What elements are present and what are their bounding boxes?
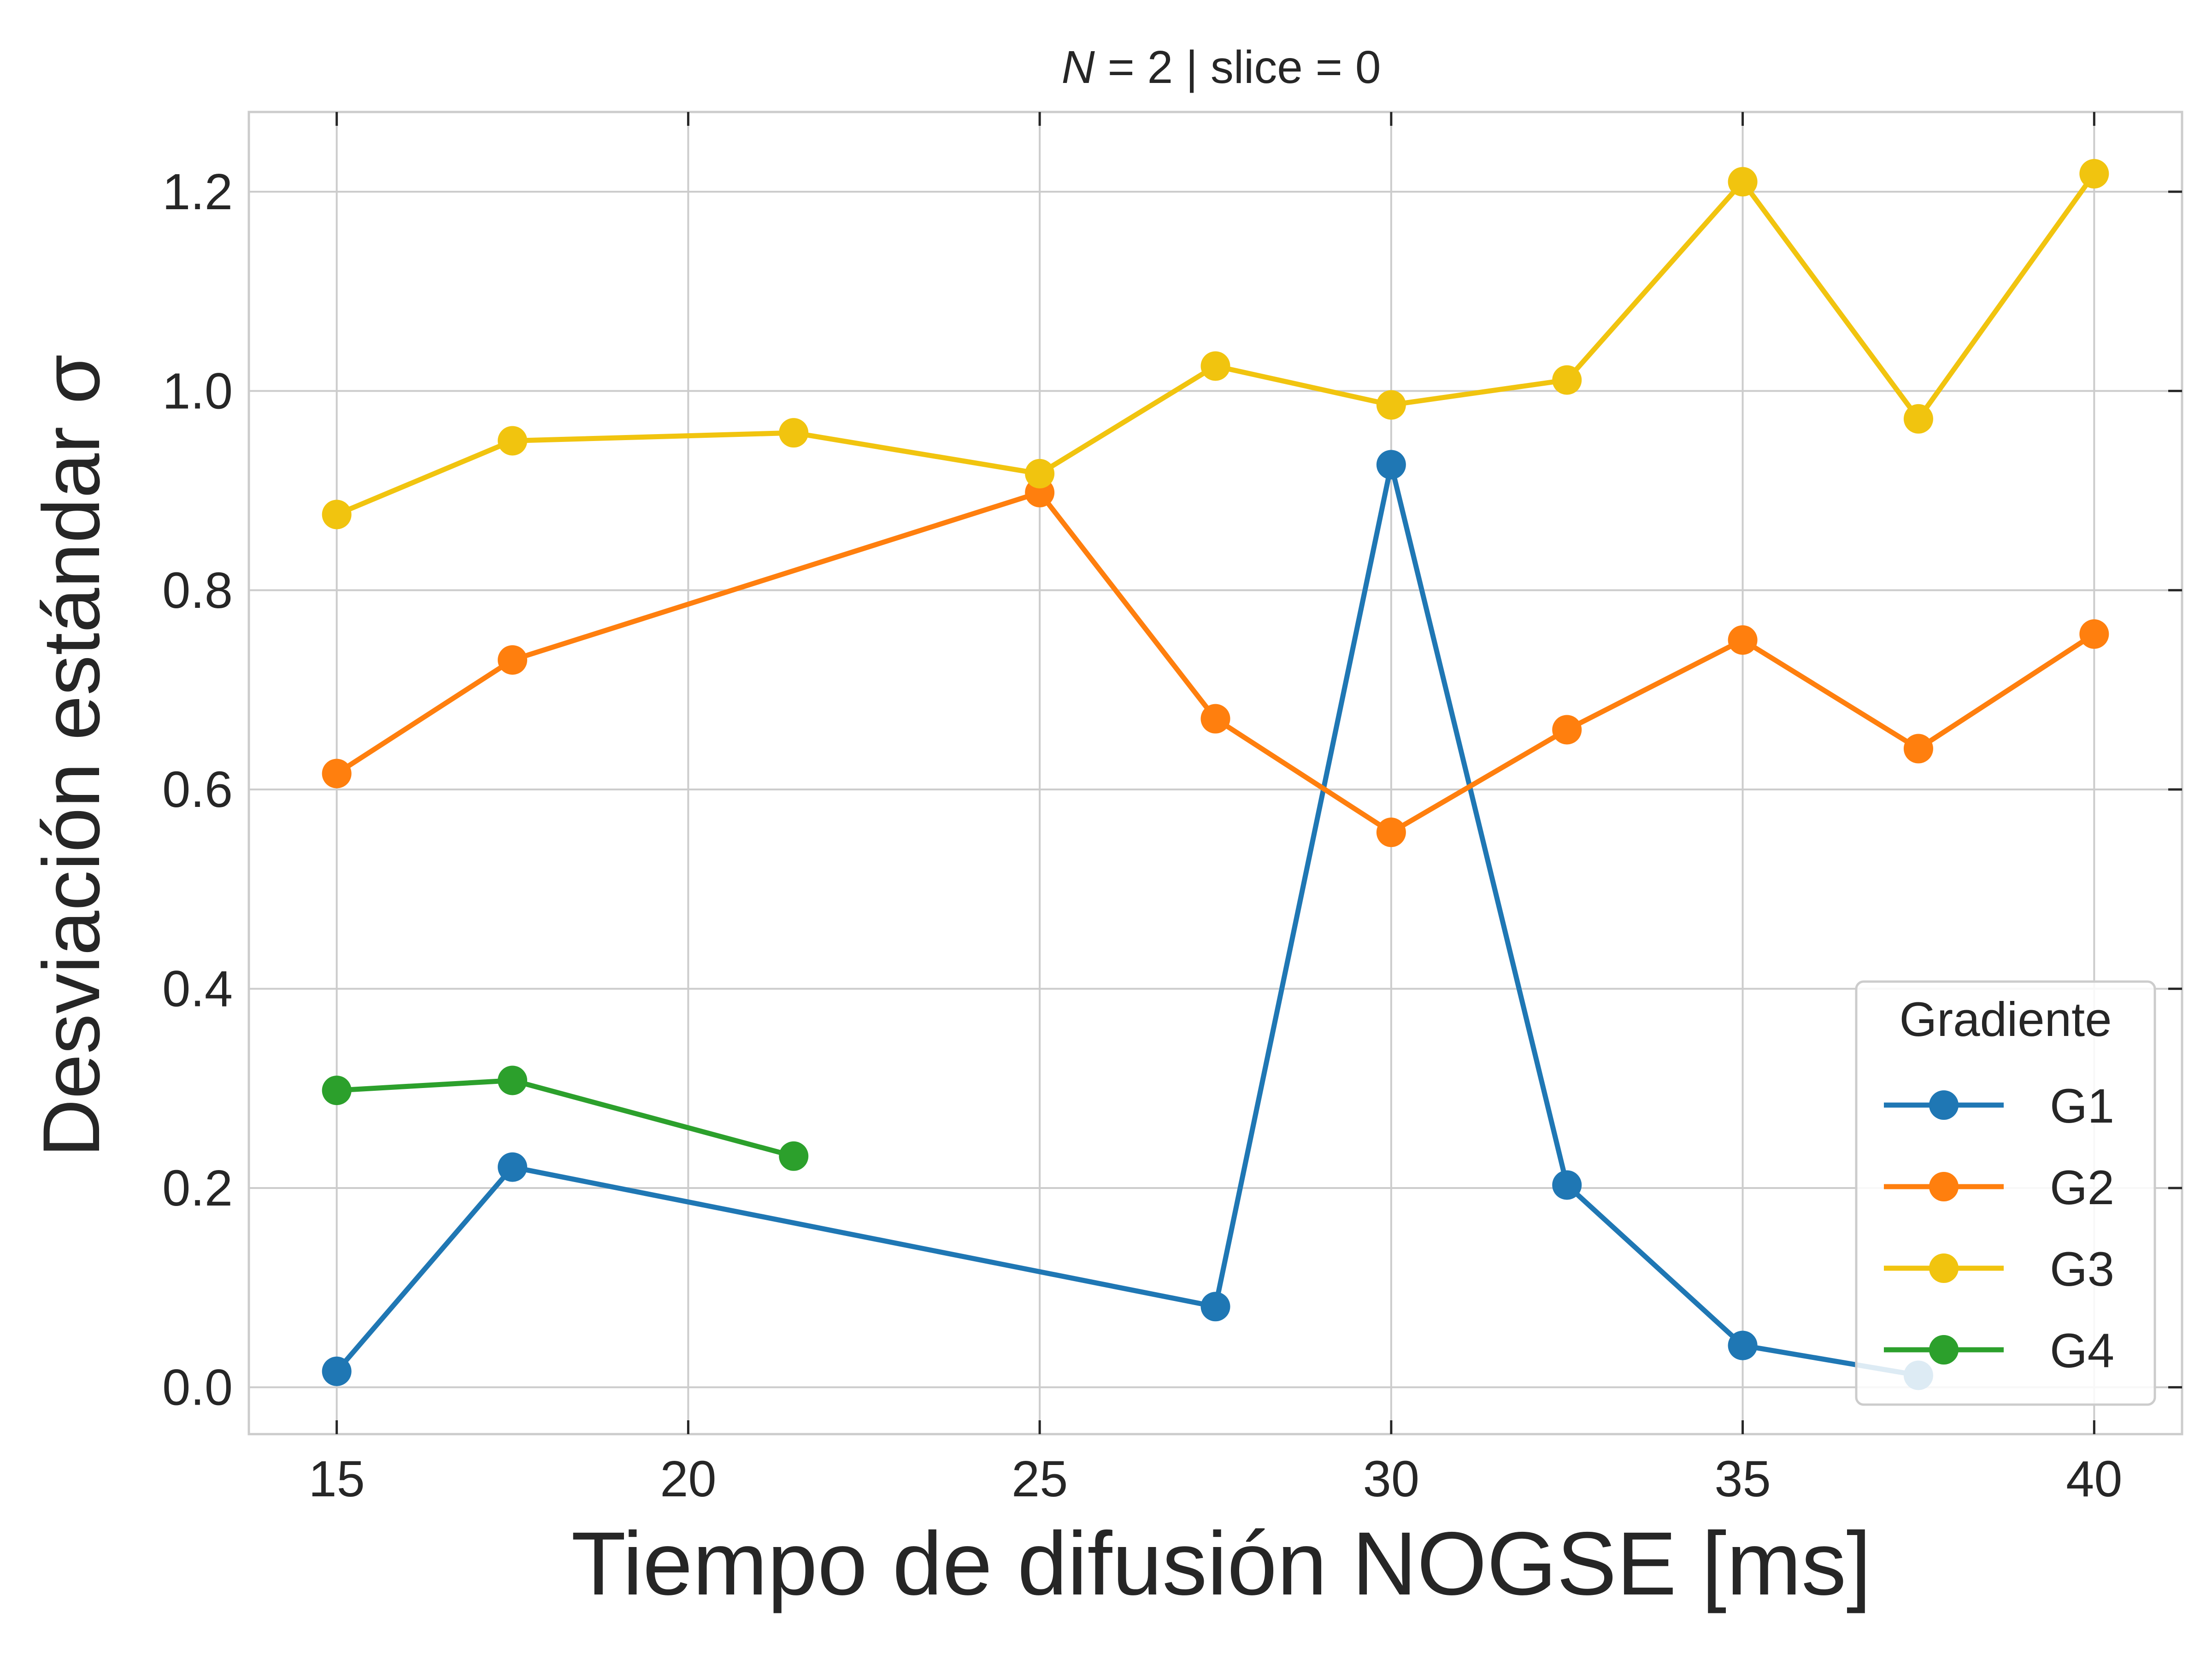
data-point-g2	[1552, 715, 1582, 745]
x-axis-label: Tiempo de difusión NOGSE [ms]	[571, 1513, 1871, 1614]
series-g4	[322, 1065, 809, 1171]
y-axis-label: Desviación estándar σ	[27, 354, 117, 1157]
data-point-g1	[498, 1152, 528, 1182]
data-point-g3	[1376, 390, 1406, 420]
series-line-g3	[334, 171, 2097, 517]
data-point-g4	[322, 1076, 352, 1106]
data-point-g3	[779, 418, 809, 448]
legend-swatch-marker	[1929, 1335, 1959, 1365]
data-point-g3	[322, 500, 352, 529]
grid-lines	[249, 112, 2182, 1434]
y-tick-label: 1.0	[162, 363, 233, 419]
data-point-g3	[498, 426, 528, 456]
y-tick-label: 0.8	[162, 562, 233, 619]
legend-item-g1: G1	[1884, 1079, 2114, 1133]
legend-label: G1	[2050, 1079, 2114, 1133]
x-tick-label: 25	[1012, 1451, 1068, 1507]
y-tick-label: 0.2	[162, 1160, 233, 1217]
data-point-g2	[1200, 704, 1230, 734]
x-tick-label: 30	[1363, 1451, 1419, 1507]
y-tick-label: 1.2	[162, 164, 233, 220]
series-g3	[322, 159, 2109, 529]
data-point-g4	[779, 1141, 809, 1171]
plot-area-frame	[247, 111, 2183, 1435]
legend-swatch-marker	[1929, 1253, 1959, 1283]
axis-ticks: 15 20 25 30 35 40 0.0 0.2 0.4 0.6 0.8 1.0 1.2	[162, 112, 2182, 1507]
legend-swatch-marker	[1929, 1090, 1959, 1120]
chart-title-italic: N	[1062, 41, 1095, 93]
legend-item-g3: G3	[1884, 1242, 2114, 1296]
x-tick-label: 15	[309, 1451, 365, 1507]
data-point-g2	[498, 645, 528, 675]
data-point-g2	[1376, 818, 1406, 847]
legend-item-g2: G2	[1884, 1161, 2114, 1215]
y-tick-label: 0.0	[162, 1359, 233, 1416]
data-point-g2	[1903, 734, 1933, 764]
data-point-g2	[322, 759, 352, 788]
legend-title: Gradiente	[1899, 993, 2112, 1047]
data-point-g4	[498, 1065, 528, 1095]
data-point-g1	[1200, 1292, 1230, 1322]
legend-label: G4	[2050, 1324, 2114, 1378]
legend-label: G3	[2050, 1242, 2114, 1296]
legend-label: G2	[2050, 1161, 2114, 1215]
data-point-g3	[1903, 404, 1933, 434]
legend-item-g4: G4	[1884, 1324, 2114, 1378]
data-point-g1	[1552, 1170, 1582, 1200]
y-tick-label: 0.4	[162, 961, 233, 1018]
data-point-g3	[1025, 459, 1055, 488]
data-point-g1	[1728, 1330, 1758, 1360]
legend: Gradiente G1 G2 G3 G4	[1855, 980, 2156, 1406]
x-tick-label: 40	[2066, 1451, 2122, 1507]
data-point-g3	[1200, 351, 1230, 381]
data-point-g3	[1552, 365, 1582, 395]
legend-swatch-marker	[1929, 1172, 1959, 1201]
data-point-g2	[1728, 625, 1758, 655]
x-tick-label: 20	[660, 1451, 716, 1507]
y-tick-label: 0.6	[162, 761, 233, 818]
x-tick-label: 35	[1714, 1451, 1771, 1507]
legend-box	[1855, 980, 2156, 1406]
data-point-g1	[1376, 450, 1406, 480]
data-point-g2	[2079, 619, 2109, 649]
chart-title: N = 2 | slice = 0	[1062, 41, 1381, 93]
data-point-g3	[1728, 167, 1758, 197]
data-point-g3	[2079, 159, 2109, 189]
series-g2	[322, 477, 2109, 847]
chart-title-rest: = 2 | slice = 0	[1095, 41, 1381, 93]
data-point-g1	[322, 1356, 352, 1386]
